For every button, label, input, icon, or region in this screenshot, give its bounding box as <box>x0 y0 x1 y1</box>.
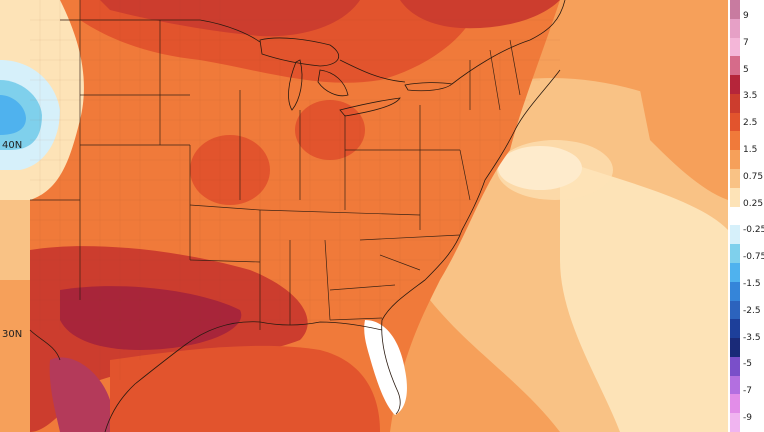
colorbar-label: -9 <box>743 413 752 423</box>
colorbar-swatch <box>730 18 740 39</box>
temperature-anomaly-map: 40N 30N <box>0 0 728 432</box>
colorbar-label: 7 <box>743 37 749 48</box>
lake-michigan-outline <box>288 59 303 111</box>
state-borders <box>30 0 521 330</box>
western-deep-blue-core <box>0 95 26 135</box>
colorbar-label: 2.5 <box>743 118 758 129</box>
coastal-pale-halo <box>497 140 613 200</box>
us-canada-border <box>60 0 566 85</box>
county-grid-horizontal <box>30 19 560 321</box>
colorbar-swatch <box>730 75 740 95</box>
boundary-lines <box>29 0 566 432</box>
colorbar-swatch <box>730 56 740 76</box>
canada-red-patch <box>400 0 560 29</box>
colorbar-swatch <box>730 300 740 320</box>
state-border-florida <box>329 317 383 321</box>
colorbar-swatch <box>730 338 740 358</box>
atlantic-coastline <box>381 69 561 415</box>
colorbar-label: -0.25 <box>743 225 764 236</box>
northern-deep-band <box>100 0 360 37</box>
colorbar-label: -5 <box>743 359 752 370</box>
colorbar-label: 1.5 <box>743 145 758 155</box>
colorbar-swatch <box>730 244 740 264</box>
colorbar-label: -1.5 <box>743 279 761 289</box>
us-mexico-border <box>29 329 61 361</box>
colorbar-swatch <box>730 394 740 414</box>
state-border-west <box>30 0 81 300</box>
state-border-midwest <box>259 110 421 216</box>
colorbar-swatch <box>730 225 740 245</box>
ohio-valley-red-patch <box>295 100 365 160</box>
south-central-deep-red-core <box>60 286 242 350</box>
colorbar-swatch <box>730 413 740 432</box>
colorbar-swatch <box>730 187 740 208</box>
lake-ontario-outline <box>404 82 453 92</box>
colorbar-swatch <box>730 112 740 132</box>
state-border-southeast <box>329 234 461 291</box>
gulf-red-orange-region <box>110 345 380 432</box>
colorbar-label: -3.5 <box>743 332 761 343</box>
colorbar-swatch <box>730 319 740 339</box>
colorbar-swatch <box>730 93 740 114</box>
western-peach-strip <box>0 200 30 280</box>
colorbar-swatch <box>730 169 740 189</box>
colorbar-swatch <box>730 206 740 226</box>
atlantic-pale-region <box>560 160 728 432</box>
midwest-red-patch <box>190 135 270 205</box>
county-grid-vertical <box>39 0 501 380</box>
colorbar-label: 3.5 <box>743 91 758 102</box>
florida-white-anomaly <box>364 320 407 415</box>
state-border-northeast <box>469 39 521 111</box>
atlantic-orange-patch <box>640 87 728 200</box>
colorbar-label: 0.25 <box>743 198 764 209</box>
lake-huron-outline <box>317 69 349 97</box>
lat-label-40n: 40N <box>2 140 22 151</box>
county-grid <box>30 0 560 380</box>
colorbar-label: 0.75 <box>743 171 764 182</box>
state-border-plains <box>80 20 191 260</box>
colorbar-swatch <box>730 0 740 20</box>
lake-superior-outline <box>259 37 340 67</box>
anomaly-field-layer <box>0 0 728 432</box>
state-border-south-plains <box>189 204 261 263</box>
colorbar-swatch <box>730 356 740 377</box>
lat-label-30n: 30N <box>2 329 22 340</box>
colorbar-swatch <box>730 150 740 170</box>
state-border-south <box>239 90 331 330</box>
colorbar-label: 5 <box>743 64 749 75</box>
gulf-coastline <box>104 321 383 432</box>
colorbar-label: 9 <box>743 11 749 21</box>
colorbar-swatch <box>730 262 740 283</box>
texas-deep-red-core <box>49 357 113 432</box>
colorbar: 9 7 5 3.5 2.5 1.5 0.75 0.25 -0.25 -0.75 -1.5 -2.5 -3… <box>728 0 764 432</box>
colorbar-label: -2.5 <box>743 305 761 316</box>
colorbar-label: -7 <box>743 386 752 397</box>
colorbar-label: -0.75 <box>743 252 764 263</box>
colorbar-swatch <box>730 375 740 395</box>
state-border-east <box>345 105 471 230</box>
lake-erie-outline <box>339 97 401 117</box>
colorbar-swatch <box>730 131 740 151</box>
colorbar-swatch <box>730 281 740 302</box>
colorbar-swatch <box>730 37 740 57</box>
